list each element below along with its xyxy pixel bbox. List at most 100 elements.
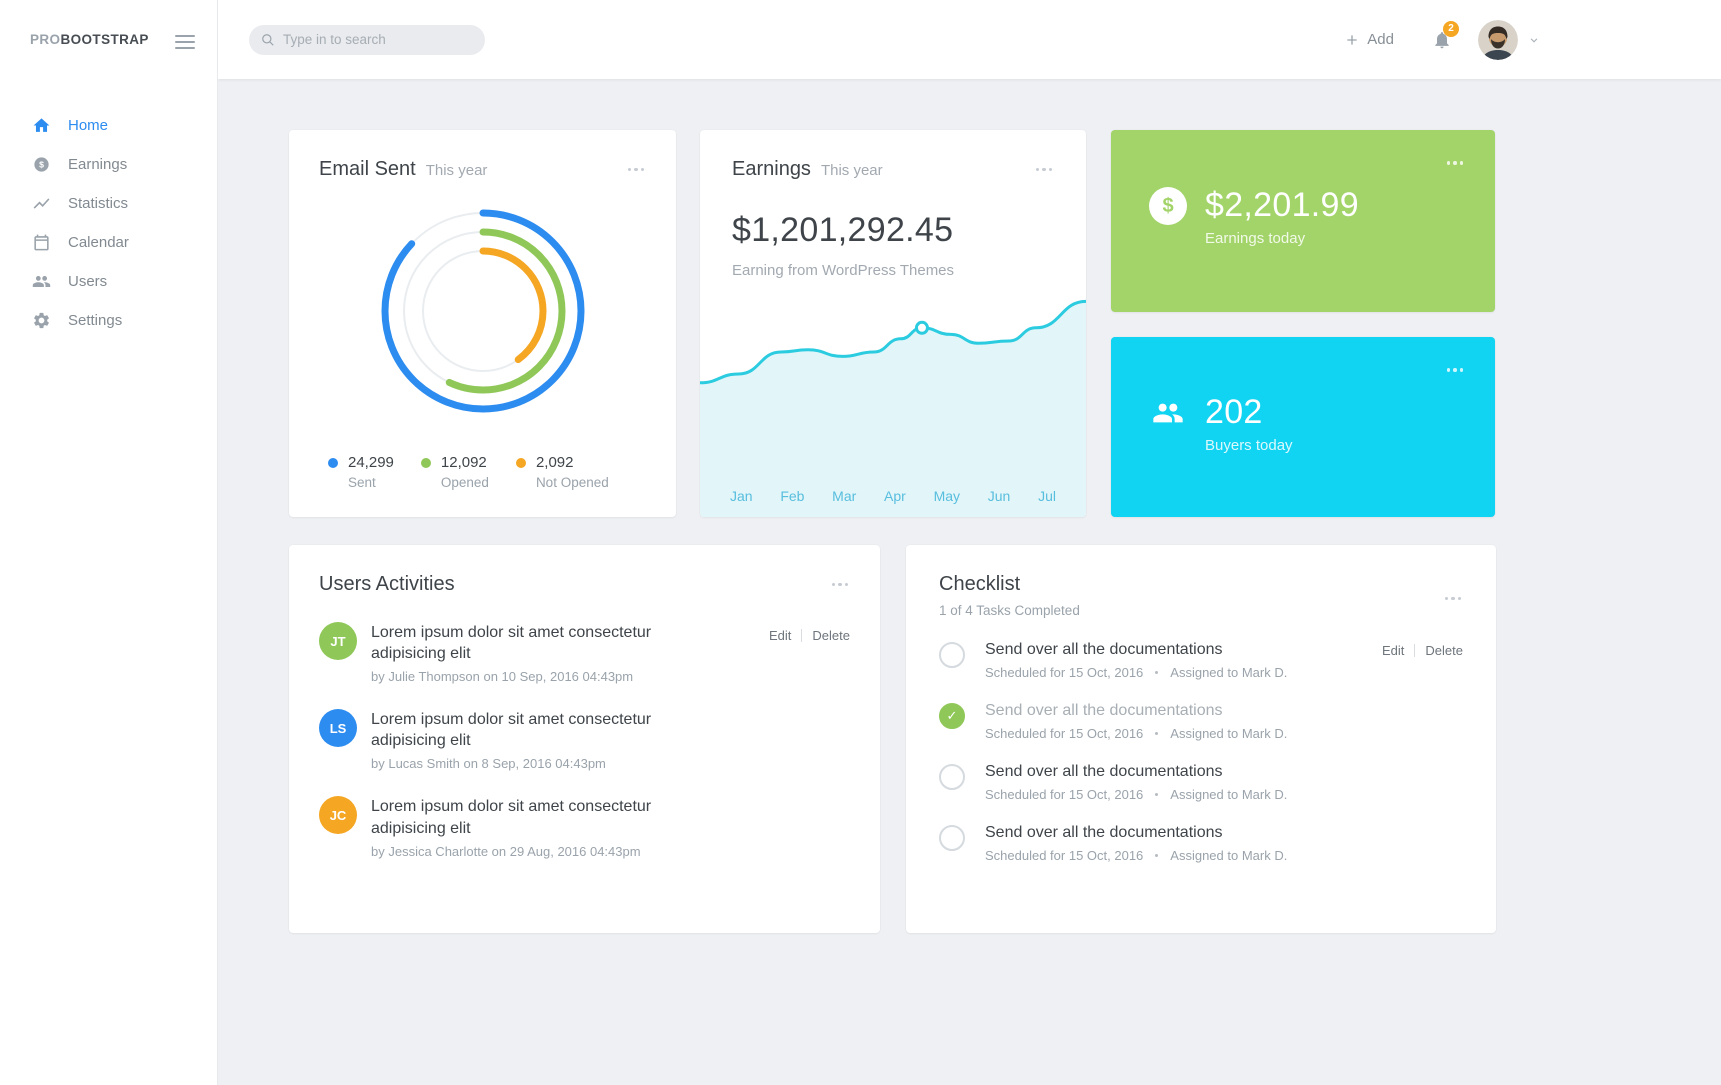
- delete-link[interactable]: Delete: [1425, 643, 1463, 658]
- bullet-separator: [1155, 671, 1159, 674]
- earnings-title: Earnings: [732, 158, 811, 180]
- bullet-separator: [1155, 732, 1159, 735]
- sidebar: PROBOOTSTRAP Home $ Earnings Statistics …: [0, 0, 218, 1085]
- activity-avatar: LS: [319, 709, 357, 748]
- buyers-today-label: Buyers today: [1205, 437, 1293, 454]
- checklist-subtitle: 1 of 4 Tasks Completed: [939, 603, 1080, 618]
- ellipsis-menu-icon[interactable]: [1443, 592, 1464, 606]
- earnings-area-chart: [700, 299, 1086, 517]
- sidebar-item-settings[interactable]: Settings: [0, 301, 217, 340]
- task-scheduled: Scheduled for 15 Oct, 2016: [985, 665, 1144, 680]
- legend-label: Sent: [348, 475, 376, 490]
- task-scheduled: Scheduled for 15 Oct, 2016: [985, 726, 1144, 741]
- sidebar-item-statistics[interactable]: Statistics: [0, 184, 217, 223]
- earnings-today-card: $ $2,201.99 Earnings today: [1111, 130, 1495, 312]
- legend-item-opened: 12,092 Opened: [420, 454, 489, 490]
- task-title: Send over all the documentations: [985, 763, 1223, 780]
- search-input[interactable]: [283, 32, 473, 47]
- month-label: Jul: [1038, 488, 1056, 504]
- notifications-button[interactable]: 2: [1432, 20, 1459, 50]
- ellipsis-menu-icon[interactable]: [1034, 163, 1055, 177]
- menu-toggle-icon[interactable]: [175, 33, 195, 51]
- email-sent-subtitle: This year: [425, 162, 488, 179]
- add-button-label: Add: [1367, 31, 1394, 48]
- legend-item-sent: 24,299 Sent: [328, 454, 394, 490]
- earnings-month-labels: Jan Feb Mar Apr May Jun Jul: [700, 488, 1086, 504]
- sidebar-item-label: Statistics: [68, 195, 129, 212]
- sidebar-nav: Home $ Earnings Statistics Calendar User…: [0, 106, 217, 340]
- task-title: Send over all the documentations: [985, 702, 1223, 719]
- ellipsis-menu-icon[interactable]: [626, 163, 647, 177]
- email-sent-title: Email Sent: [319, 158, 416, 180]
- month-label: Apr: [884, 488, 906, 504]
- ellipsis-menu-icon[interactable]: [830, 578, 851, 592]
- task-scheduled: Scheduled for 15 Oct, 2016: [985, 848, 1144, 863]
- activity-item: JT Lorem ipsum dolor sit amet consectetu…: [319, 622, 850, 684]
- activity-text: Lorem ipsum dolor sit amet consectetur a…: [371, 798, 652, 837]
- chevron-down-icon[interactable]: [1527, 33, 1541, 47]
- activity-text: Lorem ipsum dolor sit amet consectetur a…: [371, 624, 652, 663]
- add-button[interactable]: Add: [1344, 31, 1394, 48]
- home-icon: [31, 116, 51, 136]
- plus-icon: [1347, 34, 1357, 45]
- month-label: Jan: [730, 488, 753, 504]
- sidebar-item-label: Calendar: [68, 234, 129, 251]
- activity-meta: by Julie Thompson on 10 Sep, 2016 04:43p…: [371, 669, 634, 685]
- gear-icon: [31, 311, 51, 331]
- users-activities-card: Users Activities JT Lorem ipsum dolor si…: [289, 545, 880, 933]
- checklist-item: ✓ Send over all the documentations Sched…: [939, 641, 1463, 680]
- sidebar-item-label: Users: [68, 273, 108, 290]
- task-checkbox[interactable]: ✓: [939, 764, 965, 790]
- legend-dot-opened: [420, 458, 431, 468]
- avatar[interactable]: [1478, 19, 1518, 60]
- checklist-title: Checklist: [939, 573, 1021, 595]
- divider: [1414, 644, 1416, 657]
- legend-dot-not-opened: [515, 458, 526, 468]
- task-assigned: Assigned to Mark D.: [1170, 665, 1288, 680]
- activity-avatar: JT: [319, 622, 357, 660]
- sidebar-item-label: Earnings: [68, 156, 128, 173]
- edit-link[interactable]: Edit: [769, 628, 792, 643]
- search-box: [249, 24, 485, 55]
- users-icon: [31, 272, 51, 292]
- task-title: Send over all the documentations: [985, 824, 1223, 841]
- sidebar-item-earnings[interactable]: $ Earnings: [0, 145, 217, 184]
- sidebar-item-label: Settings: [68, 312, 123, 329]
- activity-meta: by Jessica Charlotte on 29 Aug, 2016 04:…: [371, 843, 641, 859]
- activity-item: LS Lorem ipsum dolor sit amet consectetu…: [319, 709, 850, 771]
- task-assigned: Assigned to Mark D.: [1170, 848, 1288, 863]
- checklist-item: ✓ Send over all the documentations Sched…: [939, 824, 1463, 863]
- sidebar-item-home[interactable]: Home: [0, 106, 217, 145]
- ellipsis-menu-icon[interactable]: [1445, 363, 1466, 377]
- topbar: Add 2: [218, 0, 1721, 79]
- checklist-card: Checklist 1 of 4 Tasks Completed ✓ Send …: [906, 545, 1496, 933]
- legend-value: 2,092: [535, 454, 574, 471]
- task-assigned: Assigned to Mark D.: [1170, 726, 1288, 741]
- sidebar-item-calendar[interactable]: Calendar: [0, 223, 217, 262]
- task-assigned: Assigned to Mark D.: [1170, 787, 1288, 802]
- calendar-icon: [31, 233, 51, 253]
- svg-text:$: $: [39, 160, 44, 170]
- legend-label: Not Opened: [535, 475, 609, 490]
- task-checkbox[interactable]: ✓: [939, 642, 965, 668]
- sidebar-item-users[interactable]: Users: [0, 262, 217, 301]
- brand-logo[interactable]: PROBOOTSTRAP: [30, 32, 149, 47]
- earnings-caption: Earning from WordPress Themes: [732, 262, 955, 279]
- task-title: Send over all the documentations: [985, 641, 1223, 658]
- main-content: Email Sent This year 24,299 Sent 12,092 …: [218, 79, 1721, 1085]
- task-checkbox[interactable]: ✓: [939, 703, 965, 729]
- edit-link[interactable]: Edit: [1382, 643, 1405, 658]
- ellipsis-menu-icon[interactable]: [1445, 156, 1466, 170]
- earnings-icon: $: [31, 155, 51, 175]
- search-icon: [262, 33, 274, 46]
- buyers-today-value: 202: [1205, 393, 1263, 431]
- task-scheduled: Scheduled for 15 Oct, 2016: [985, 787, 1144, 802]
- delete-link[interactable]: Delete: [812, 628, 850, 643]
- bullet-separator: [1155, 854, 1159, 857]
- task-checkbox[interactable]: ✓: [939, 825, 965, 851]
- divider: [801, 629, 803, 642]
- earnings-card: Earnings This year $1,201,292.45 Earning…: [700, 130, 1086, 517]
- checklist-item: ✓ Send over all the documentations Sched…: [939, 702, 1463, 741]
- checklist-item: ✓ Send over all the documentations Sched…: [939, 763, 1463, 802]
- email-donut-chart: [381, 209, 584, 413]
